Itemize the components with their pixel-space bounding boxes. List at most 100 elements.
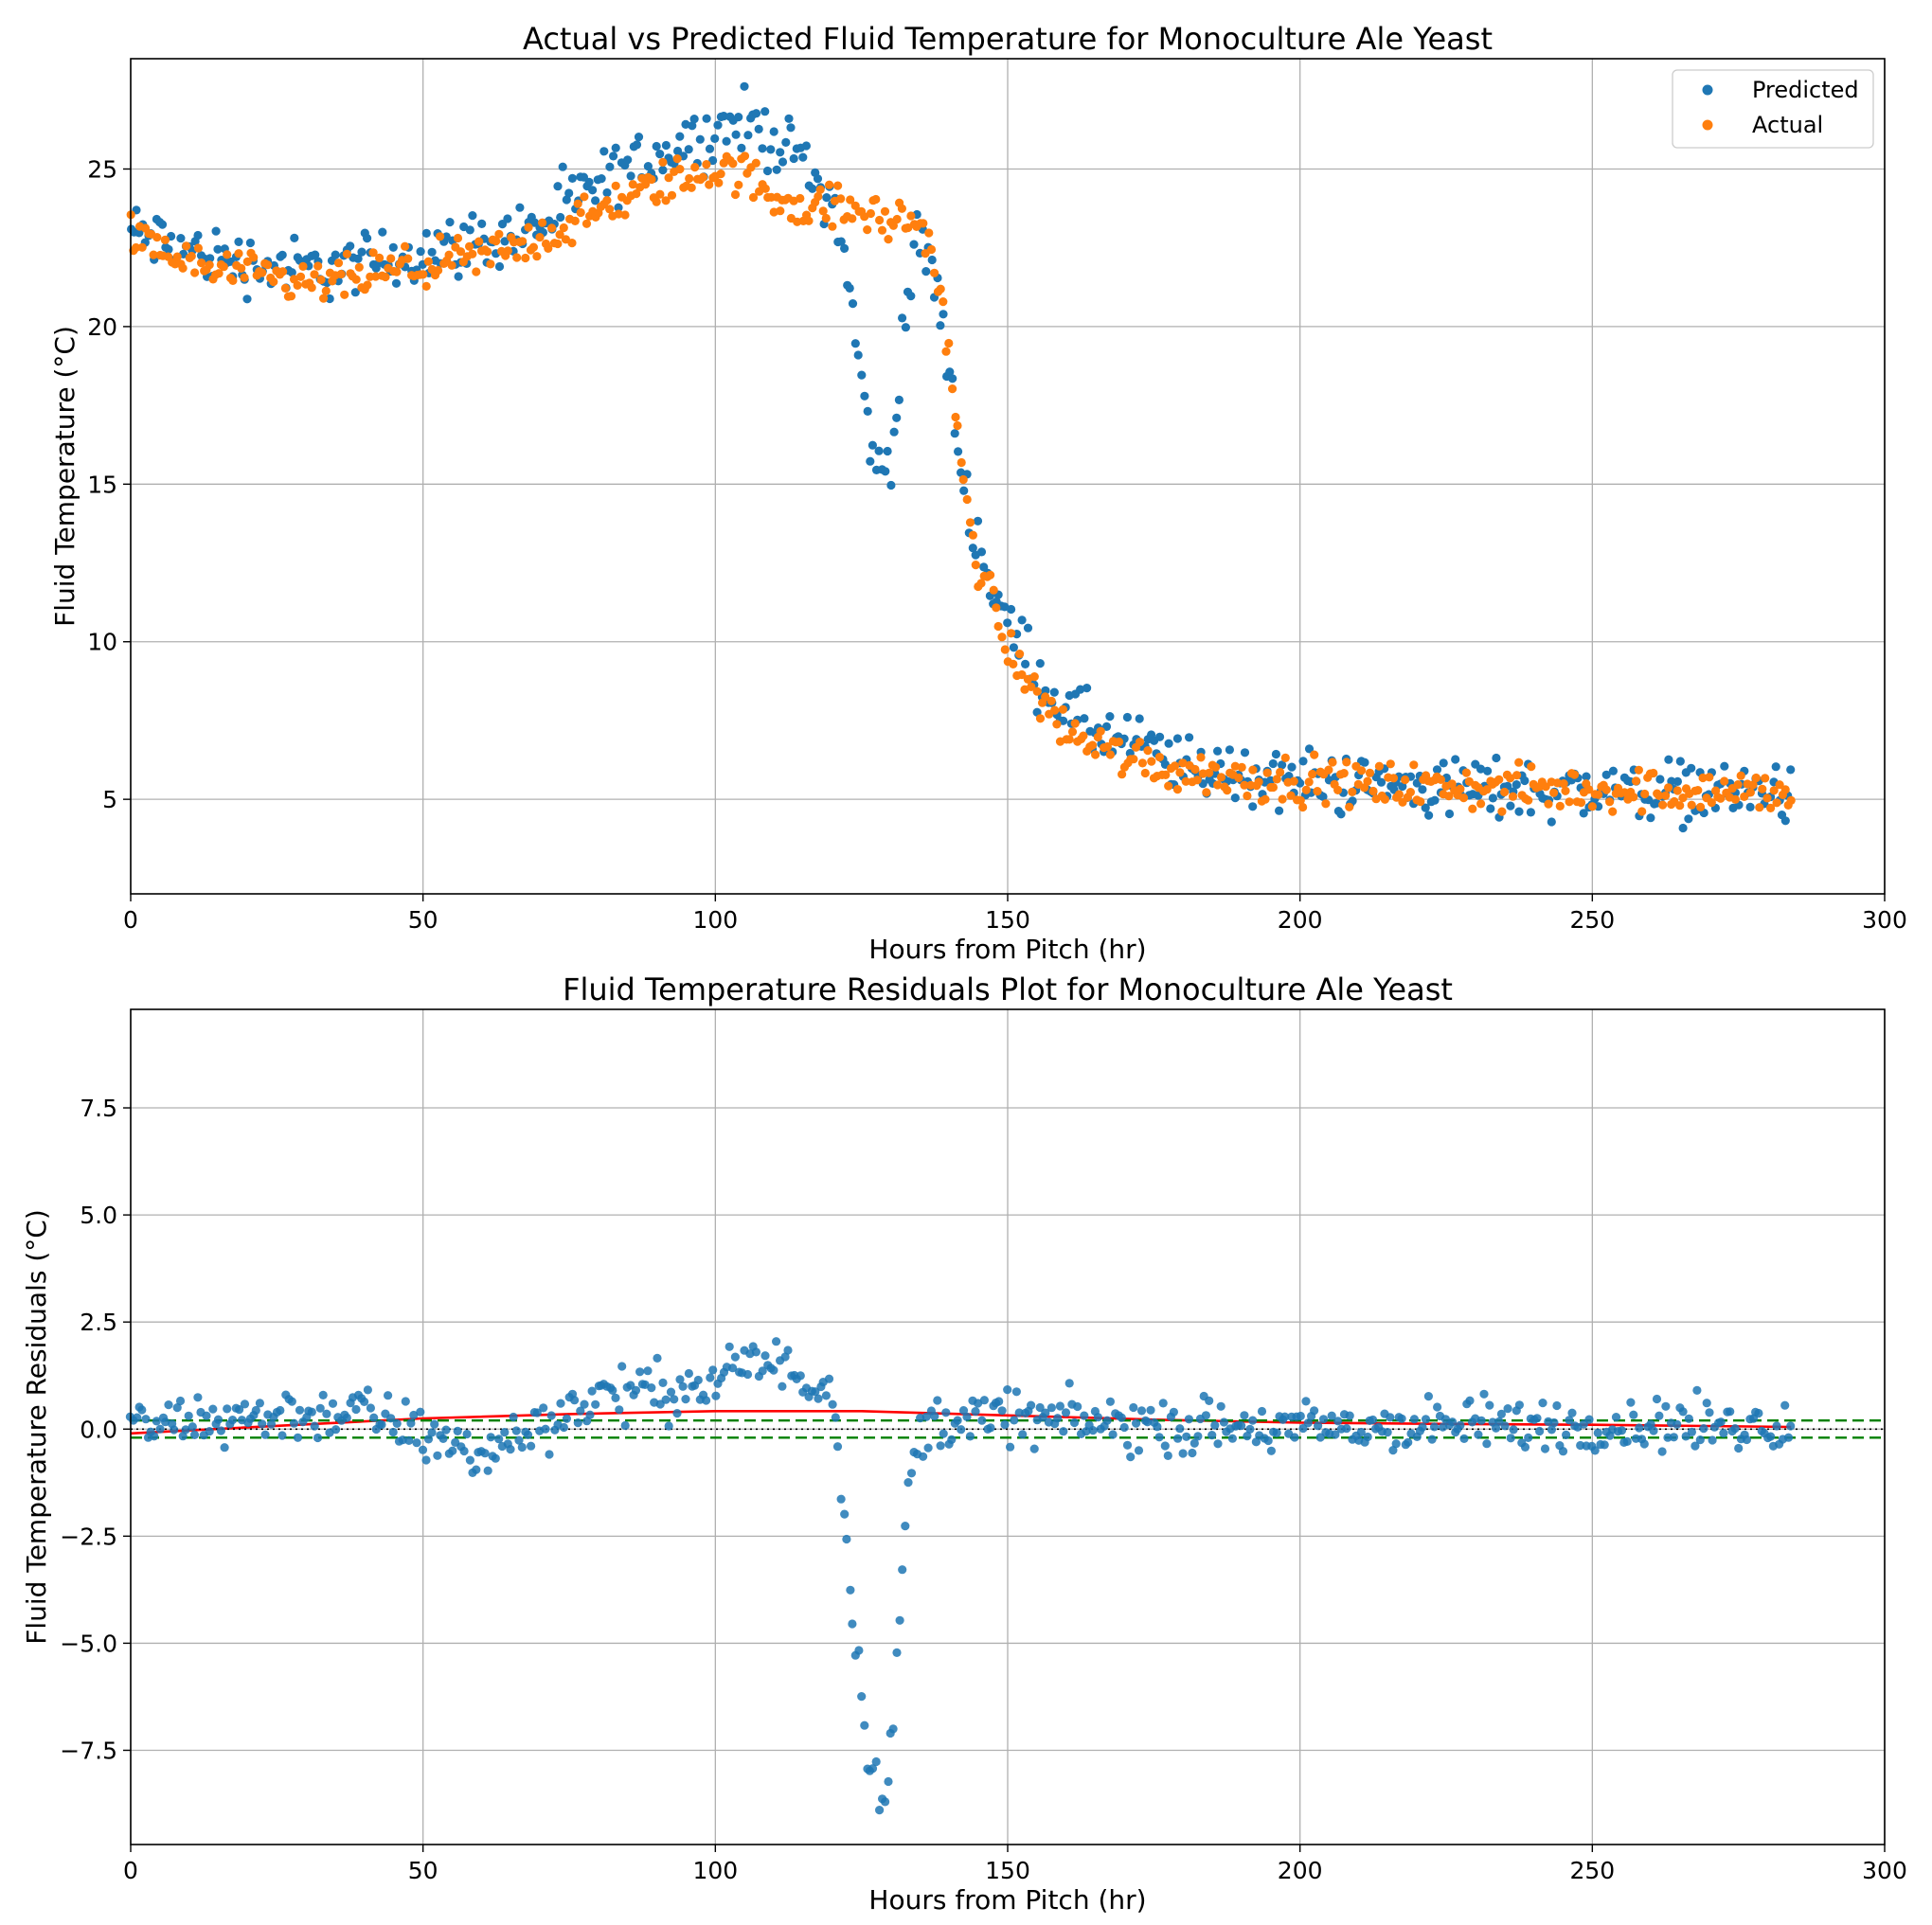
data-point — [363, 234, 372, 243]
data-point — [652, 141, 661, 152]
data-point — [564, 188, 574, 198]
data-point — [1459, 1434, 1469, 1443]
data-point — [1497, 807, 1507, 816]
data-point — [742, 1369, 753, 1380]
data-point — [1146, 1405, 1155, 1415]
data-point — [784, 114, 794, 123]
data-point — [1558, 1447, 1568, 1456]
data-point — [1436, 775, 1445, 785]
data-point — [1555, 801, 1565, 811]
data-point — [1261, 794, 1270, 804]
data-point — [588, 186, 598, 195]
data-point — [421, 1455, 431, 1465]
data-point — [602, 187, 612, 198]
data-point — [346, 241, 355, 251]
data-point — [391, 278, 402, 288]
data-point — [1257, 1406, 1267, 1417]
data-point — [558, 162, 567, 171]
data-point — [412, 1438, 421, 1448]
data-point — [1182, 1432, 1191, 1441]
data-point — [242, 294, 252, 304]
data-point — [1160, 1441, 1170, 1451]
data-point — [1017, 615, 1027, 625]
data-point — [1532, 1414, 1542, 1423]
data-point — [580, 192, 589, 202]
data-point — [1134, 1446, 1144, 1455]
data-point — [328, 1399, 338, 1408]
data-point — [1333, 1417, 1343, 1426]
data-point — [828, 1399, 837, 1409]
data-point — [509, 1412, 518, 1422]
data-point — [1394, 790, 1404, 799]
data-point — [1584, 1415, 1594, 1424]
data-point — [342, 249, 351, 258]
data-point — [1271, 749, 1280, 759]
chart-top-ticks: 0 50 100 150 200 250 300 5 10 15 20 25 — [87, 155, 1907, 934]
data-point — [1018, 1430, 1028, 1439]
data-point — [1027, 1400, 1036, 1410]
data-point — [1458, 793, 1469, 803]
data-point — [786, 123, 796, 133]
data-point — [796, 193, 805, 204]
data-point — [789, 153, 798, 164]
data-point — [1509, 1425, 1518, 1435]
data-point — [1278, 760, 1287, 770]
data-point — [705, 144, 715, 153]
data-point — [1272, 775, 1281, 784]
data-point — [1339, 769, 1349, 778]
x-tick-label: 150 — [985, 906, 1030, 934]
data-point — [1482, 1439, 1492, 1449]
data-point — [958, 1406, 969, 1416]
data-point — [1298, 757, 1308, 766]
data-point — [1003, 1385, 1012, 1395]
data-point — [245, 238, 255, 248]
data-point — [556, 212, 565, 223]
data-point — [1310, 1406, 1319, 1416]
data-point — [1508, 792, 1518, 801]
data-point — [293, 1433, 303, 1442]
data-point — [512, 253, 522, 262]
data-point — [1331, 1430, 1340, 1439]
data-point — [1401, 775, 1410, 785]
data-point — [418, 1445, 428, 1454]
data-point — [545, 1450, 554, 1459]
data-point — [772, 1337, 781, 1346]
data-point — [846, 195, 855, 205]
data-point — [190, 268, 200, 277]
data-point — [591, 196, 600, 205]
data-point — [1080, 714, 1089, 723]
data-point — [1308, 769, 1317, 779]
data-point — [1707, 798, 1716, 808]
data-point — [1093, 1413, 1102, 1422]
data-point — [1404, 1437, 1413, 1447]
data-point — [673, 146, 683, 156]
data-point — [240, 1399, 250, 1409]
data-point — [1216, 1401, 1225, 1411]
data-point — [1240, 780, 1249, 790]
data-point — [936, 284, 945, 294]
data-point — [587, 1386, 597, 1396]
data-point — [884, 235, 893, 244]
data-point — [1027, 682, 1036, 692]
data-point — [1230, 761, 1240, 771]
data-point — [1421, 803, 1430, 812]
data-point — [1178, 1449, 1188, 1458]
data-point — [514, 1435, 524, 1445]
data-point — [1608, 807, 1618, 816]
data-point — [924, 228, 934, 238]
data-point — [1009, 659, 1018, 669]
data-point — [936, 321, 945, 330]
legend-label-predicted: Predicted — [1752, 77, 1859, 103]
data-point — [1243, 1432, 1252, 1441]
data-point — [776, 148, 785, 157]
data-point — [968, 544, 977, 553]
data-point — [157, 220, 168, 229]
data-point — [1155, 732, 1165, 741]
data-point — [567, 173, 578, 183]
data-point — [1430, 795, 1440, 805]
data-point — [562, 195, 571, 205]
data-point — [702, 1396, 711, 1405]
data-point — [1655, 1411, 1664, 1420]
data-point — [1213, 746, 1223, 756]
chart-top-legend: Predicted Actual — [1672, 69, 1874, 149]
